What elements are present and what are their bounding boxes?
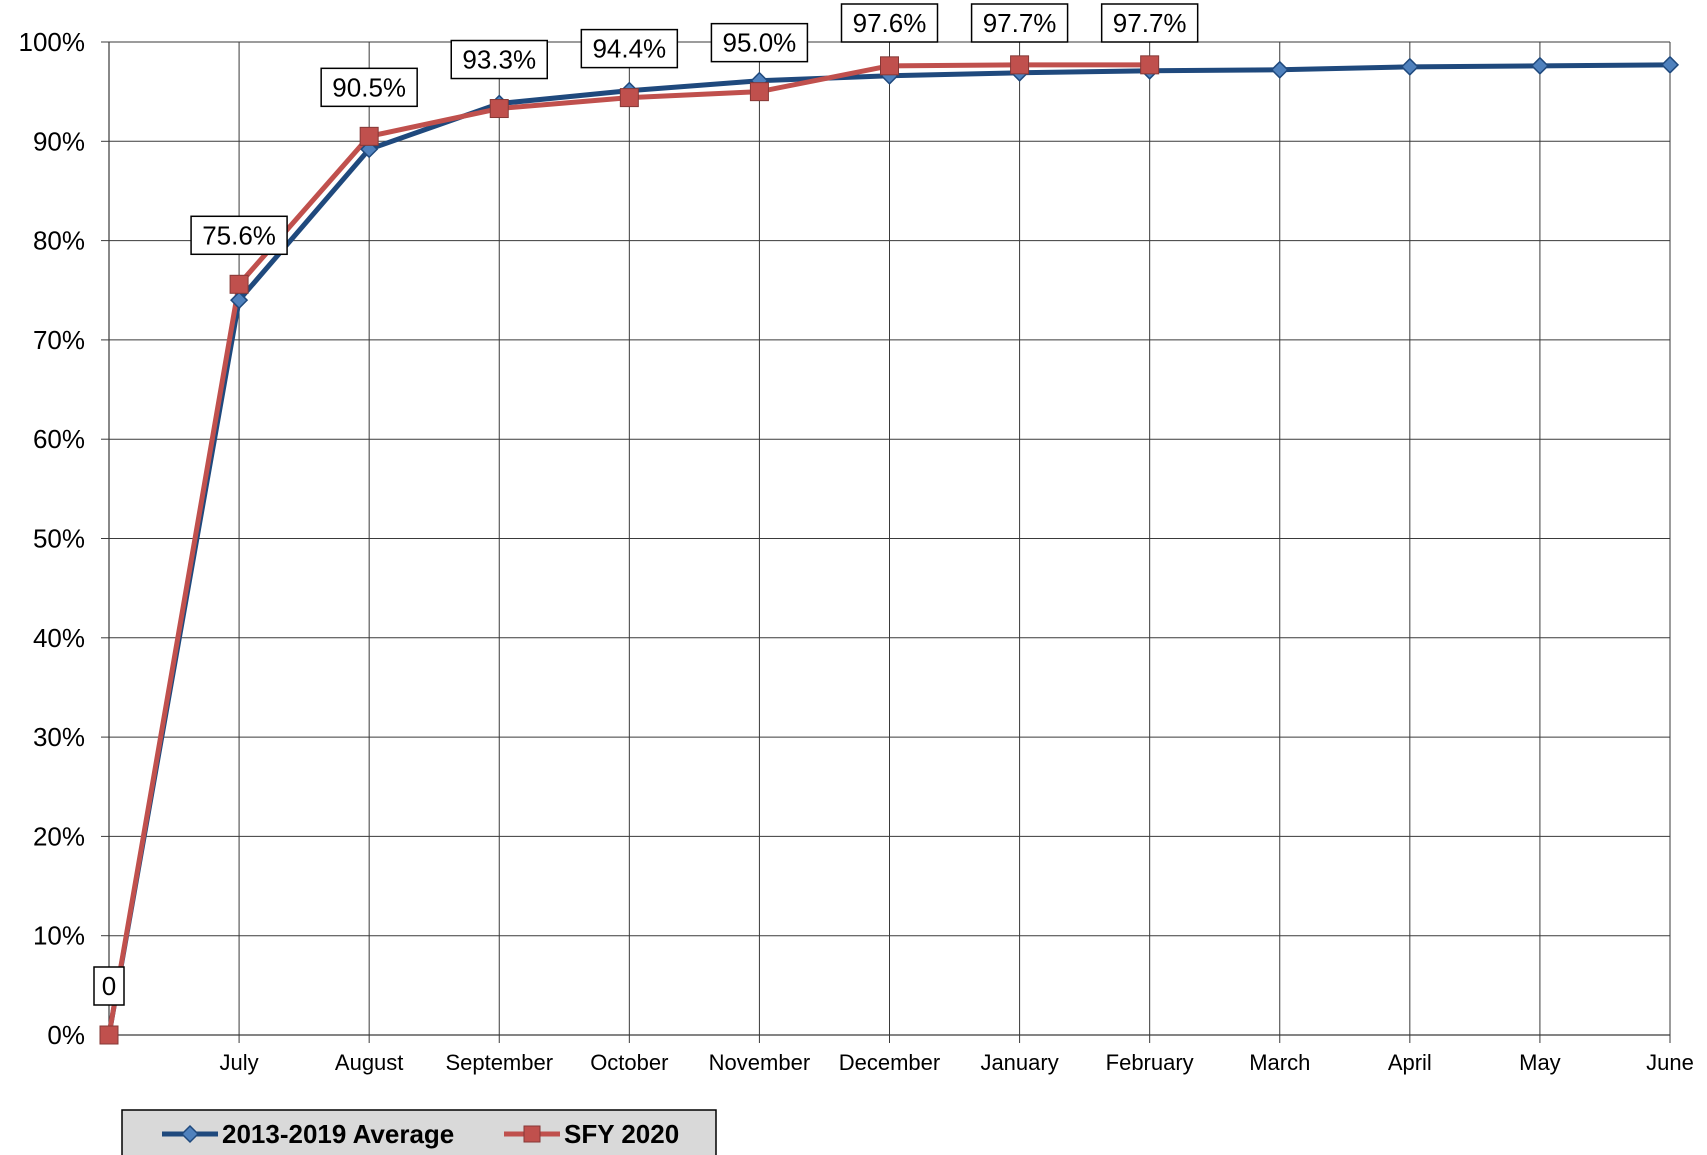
data-label-box [450,39,548,80]
x-tick-label: January [980,1050,1058,1075]
legend-swatch-marker [523,1125,541,1143]
data-label-text: 94.4% [592,34,666,64]
x-tick-label: February [1106,1050,1194,1075]
sfy-2020-point [619,88,639,108]
x-tick-label: May [1519,1050,1561,1075]
data-label-box [320,67,418,108]
y-tick-label: 10% [33,921,85,951]
data-label: 75.6% [190,215,288,256]
sfy-2020-point [749,82,769,102]
legend: 2013-2019 Average SFY 2020 [121,1109,717,1155]
axes [101,41,1671,1043]
data-label-text: 75.6% [202,220,276,250]
x-tick-label: March [1249,1050,1310,1075]
sfy-2020-point [359,126,379,146]
legend-label: 2013-2019 Average [222,1119,454,1149]
average-point [1270,60,1289,79]
legend-box [121,1109,717,1155]
data-label-box [580,28,679,69]
data-label-box [840,3,939,43]
average-point [1530,56,1549,75]
data-label: 97.6% [840,3,939,43]
data-label: 94.4% [580,28,679,69]
sfy-2020-point [489,99,509,119]
x-tick-label: November [709,1050,810,1075]
data-label-text: 93.3% [462,45,536,75]
data-label-text: 97.7% [983,8,1057,38]
average-point [1400,57,1419,76]
data-labels: 0 75.6% 90.5% 93.3% 94.4% 95.0% 97.6% 97.7% 97.7… [93,3,1199,1006]
y-tick-label: 60% [33,424,85,454]
x-tick-label: June [1646,1050,1694,1075]
average-point [1660,55,1680,74]
x-tick-label: July [220,1050,259,1075]
data-label-text: 97.6% [853,8,927,38]
grid-lines [109,41,1671,1035]
legend-label: SFY 2020 [564,1119,679,1149]
y-tick-label: 90% [33,126,85,156]
x-tick-label: April [1388,1050,1432,1075]
y-axis-tick-labels: 0% 10% 20% 30% 40% 50% 60% 70% 80% 90% 100% [19,27,86,1050]
legend-swatch-marker [180,1124,200,1144]
y-tick-label: 30% [33,722,85,752]
data-label-box [970,3,1069,43]
x-tick-label: December [839,1050,940,1075]
data-label-text: 0 [102,971,116,1001]
data-label: 97.7% [970,3,1069,43]
x-tick-label: August [335,1050,404,1075]
x-tick-label: October [590,1050,668,1075]
data-label-text: 97.7% [1113,8,1187,38]
sfy-2020-point [1140,55,1160,75]
y-tick-label: 50% [33,524,85,554]
sfy-2020-point [1010,55,1030,75]
sfy-2020-point [880,56,899,76]
data-label-box [710,22,809,63]
data-label-text: 95.0% [723,28,797,58]
y-tick-label: 0% [47,1020,85,1050]
sfy-2020-point [229,274,249,294]
average-point [230,291,249,310]
x-axis-tick-labels: July August September October November Decemb… [220,1050,1694,1075]
y-tick-label: 70% [33,325,85,355]
data-label: 0 [93,966,125,1006]
data-label: 97.7% [1100,3,1199,43]
y-tick-label: 40% [33,623,85,653]
sfy-2020-point [99,1025,119,1045]
series-markers [99,55,1680,1045]
x-tick-label: September [445,1050,553,1075]
data-label: 95.0% [710,22,809,63]
data-label: 90.5% [320,67,418,108]
y-tick-label: 20% [33,821,85,851]
y-tick-label: 80% [33,226,85,256]
data-label-text: 90.5% [332,72,406,102]
data-label-box [1100,3,1199,43]
data-label: 93.3% [450,39,548,80]
y-tick-label: 100% [19,27,86,57]
data-label-box [93,966,125,1006]
data-label-box [190,215,288,256]
